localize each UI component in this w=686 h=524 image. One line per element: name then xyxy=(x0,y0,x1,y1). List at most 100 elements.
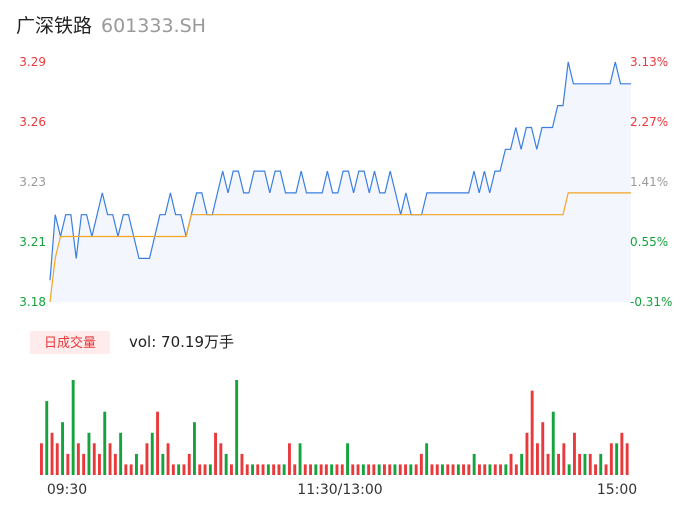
volume-badge-label: 日成交量 xyxy=(44,335,96,351)
stock-code: 601333.SH xyxy=(101,15,206,37)
volume-bar xyxy=(456,464,460,475)
volume-bar xyxy=(367,464,371,475)
volume-bar xyxy=(620,432,624,475)
volume-bar xyxy=(108,443,112,475)
volume-bar xyxy=(478,464,481,475)
volume-bar xyxy=(594,464,597,475)
volume-bar xyxy=(171,464,175,475)
volume-bar xyxy=(425,443,429,475)
volume-bar xyxy=(604,464,608,475)
left-tick-label: 3.26 xyxy=(19,115,46,129)
volume-bar xyxy=(45,401,49,475)
volume-bar xyxy=(414,464,418,475)
volume-bar xyxy=(145,443,149,475)
volume-bar xyxy=(82,453,86,475)
volume-bar xyxy=(55,443,59,475)
volume-bar xyxy=(599,453,603,475)
volume-bar xyxy=(224,453,228,475)
volume-bar xyxy=(98,453,101,475)
right-axis-ticks: 3.13% 2.27% 1.41% 0.55% -0.31% xyxy=(630,55,672,309)
volume-bar xyxy=(124,464,128,475)
volume-bar xyxy=(388,464,392,475)
volume-bar xyxy=(472,453,476,475)
volume-bar xyxy=(66,453,70,475)
volume-bar xyxy=(377,464,381,475)
volume-bar xyxy=(393,464,397,475)
volume-bar xyxy=(214,432,217,475)
volume-bar xyxy=(340,464,344,475)
volume-bar xyxy=(140,464,144,475)
volume-bar xyxy=(314,464,318,475)
volume-bar xyxy=(261,464,265,475)
volume-bar xyxy=(135,453,138,475)
volume-bar xyxy=(409,464,413,475)
volume-bar xyxy=(441,464,444,475)
volume-bar xyxy=(615,443,619,475)
volume-bar xyxy=(546,453,550,475)
volume-bar xyxy=(609,443,613,475)
volume-bar xyxy=(361,464,365,475)
stock-name: 广深铁路 xyxy=(16,15,92,37)
volume-bar xyxy=(462,464,465,475)
volume-bar xyxy=(567,464,571,475)
volume-bar xyxy=(536,443,539,475)
volume-bar xyxy=(277,464,281,475)
volume-bar xyxy=(203,464,207,475)
volume-bar xyxy=(488,464,492,475)
volume-bar xyxy=(351,464,355,475)
volume-bar xyxy=(87,432,91,475)
volume-bar xyxy=(230,464,233,475)
volume-bar xyxy=(525,432,529,475)
average-price-line xyxy=(49,192,631,303)
volume-bar xyxy=(61,422,64,475)
volume-bar xyxy=(272,464,276,475)
volume-bar xyxy=(92,443,96,475)
time-tick-label: 11:30/13:00 xyxy=(297,482,382,498)
volume-bar xyxy=(573,432,576,475)
volume-bar xyxy=(303,464,307,475)
volume-bar xyxy=(298,443,302,475)
left-tick-label: 3.23 xyxy=(19,175,46,189)
left-axis-ticks: 3.29 3.26 3.23 3.21 3.18 xyxy=(19,55,46,309)
volume-bar xyxy=(446,464,450,475)
volume-bar xyxy=(40,443,43,475)
volume-bar xyxy=(499,464,502,475)
left-tick-label: 3.18 xyxy=(19,295,46,309)
volume-bar xyxy=(551,411,555,475)
volume-bar xyxy=(430,464,434,475)
volume-bar xyxy=(156,411,159,475)
volume-bar xyxy=(166,443,170,475)
volume-bar xyxy=(50,432,54,475)
volume-bar xyxy=(514,464,518,475)
volume-bar xyxy=(398,464,402,475)
volume-value: vol: 70.19万手 xyxy=(129,333,234,351)
volume-bar xyxy=(562,443,566,475)
volume-bar xyxy=(451,464,455,475)
right-tick-label: 1.41% xyxy=(630,175,668,189)
volume-bar xyxy=(483,464,487,475)
volume-bar xyxy=(71,380,75,475)
volume-bar xyxy=(557,453,560,475)
volume-bar xyxy=(583,453,587,475)
left-tick-label: 3.21 xyxy=(19,235,46,249)
volume-bar xyxy=(103,411,107,475)
volume-bar xyxy=(520,453,524,475)
volume-badge xyxy=(30,331,110,354)
volume-bar xyxy=(198,464,202,475)
right-tick-label: -0.31% xyxy=(630,295,672,309)
volume-bar xyxy=(335,464,339,475)
volume-bar xyxy=(467,464,471,475)
price-line xyxy=(49,61,631,281)
volume-bar xyxy=(113,453,117,475)
volume-bars xyxy=(40,380,629,475)
volume-bar xyxy=(129,464,133,475)
volume-bar xyxy=(193,422,196,475)
volume-bar xyxy=(76,443,80,475)
right-tick-label: 0.55% xyxy=(630,235,668,249)
volume-bar xyxy=(161,453,165,475)
time-tick-label: 15:00 xyxy=(597,482,637,498)
time-axis: 09:30 11:30/13:00 15:00 xyxy=(47,482,637,498)
volume-bar xyxy=(251,464,254,475)
volume-bar xyxy=(266,464,270,475)
